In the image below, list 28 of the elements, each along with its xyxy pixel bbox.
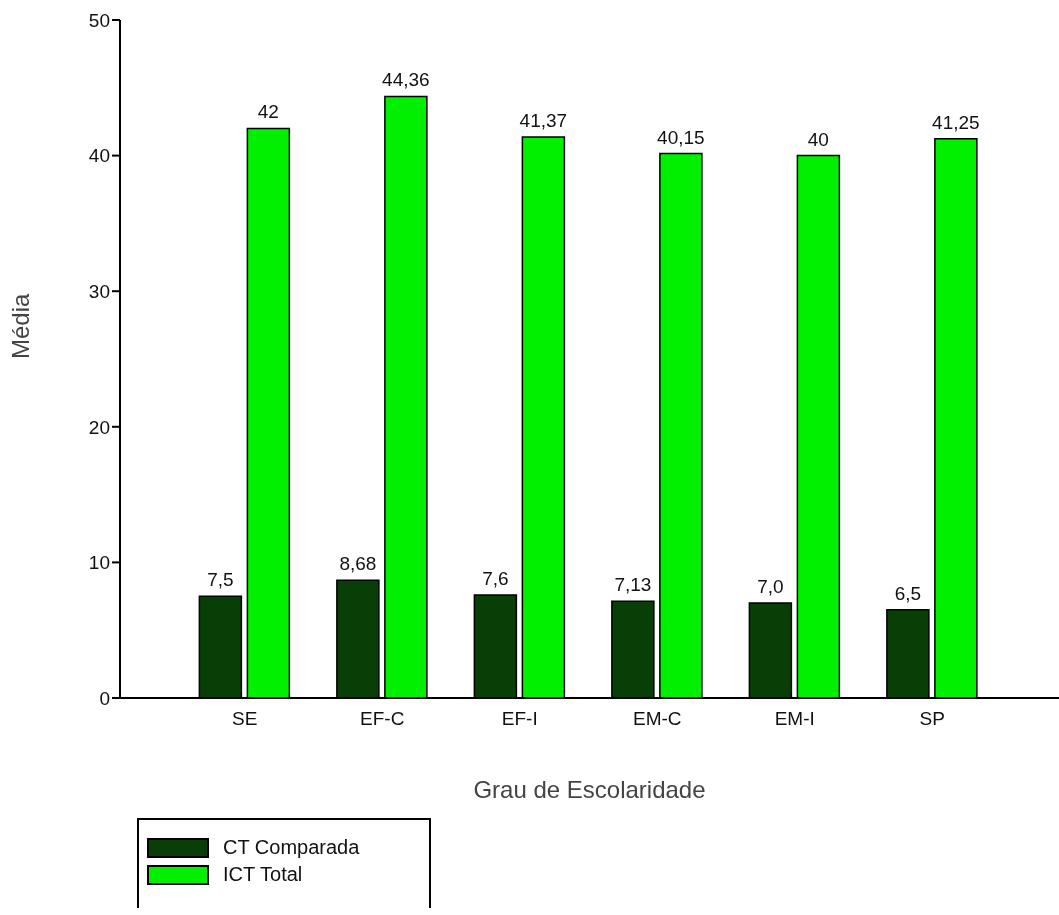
x-tick-label: SE	[232, 708, 258, 730]
y-tick-label: 40	[88, 145, 110, 167]
data-label: 42	[257, 101, 279, 123]
data-label: 41,25	[932, 111, 980, 133]
x-tick-label: SP	[919, 708, 945, 730]
data-label: 7,0	[757, 576, 784, 598]
y-tick-label: 30	[88, 280, 110, 302]
legend-label: CT Comparada	[223, 836, 360, 859]
x-tick-label: EF-C	[360, 708, 405, 730]
x-tick-label: EF-I	[501, 708, 538, 730]
data-label: 6,5	[894, 582, 922, 604]
data-label: 8,68	[339, 553, 377, 575]
y-tick-label: 20	[88, 416, 110, 438]
legend-label: ICT Total	[223, 863, 303, 886]
y-tick-label: 10	[88, 552, 110, 574]
data-label: 41,37	[519, 110, 568, 132]
x-tick-label: EM-I	[774, 708, 815, 730]
data-label: 7,5	[207, 569, 234, 591]
y-tick-label: 0	[99, 687, 110, 709]
x-tick-label: EM-C	[632, 708, 682, 730]
y-axis-title: Média	[6, 292, 34, 359]
data-label: 7,13	[614, 574, 652, 596]
x-axis-title: Grau de Escolaridade	[473, 776, 706, 803]
data-label: 40,15	[657, 126, 705, 148]
data-label: 7,6	[482, 567, 509, 589]
data-label: 44,36	[382, 69, 430, 91]
data-label: 40	[807, 128, 829, 150]
y-tick-label: 50	[88, 9, 110, 31]
